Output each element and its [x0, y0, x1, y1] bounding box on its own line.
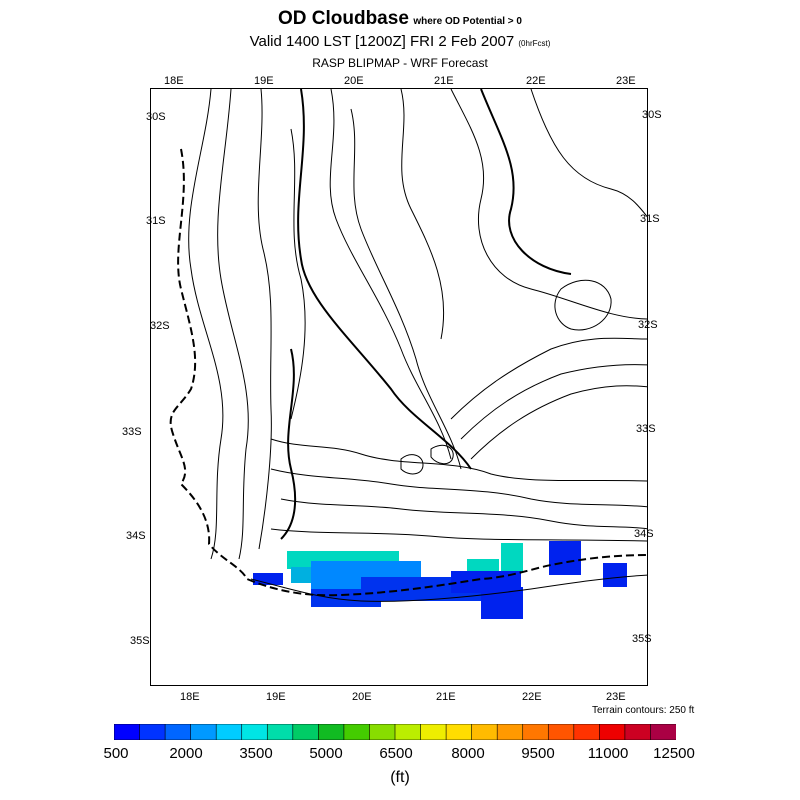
- colorbar-swatch: [114, 724, 141, 740]
- terrain-contour: [329, 89, 452, 460]
- colorbar-swatch: [547, 724, 575, 740]
- colorbar-swatch: [139, 724, 166, 740]
- left-lat-label: 30S: [146, 111, 166, 123]
- left-lat-label: 34S: [126, 530, 146, 542]
- colorbar-label: 6500: [379, 745, 413, 762]
- terrain-contours: [188, 89, 647, 602]
- terrain-contour: [280, 348, 297, 540]
- top-lon-label: 19E: [254, 75, 274, 87]
- colorbar-label: 8000: [451, 745, 485, 762]
- terrain-contour: [450, 337, 647, 420]
- forecast-tag: (0hrFcst): [518, 39, 551, 48]
- colorbar-swatch: [318, 724, 345, 740]
- colorbar-label: 500: [103, 745, 129, 762]
- cloudbase-cell: [603, 563, 627, 587]
- valid-time-line: Valid 1400 LST [1200Z] FRI 2 Feb 2007 (0…: [0, 33, 800, 50]
- colorbar-swatch: [292, 724, 319, 740]
- colorbar-swatch: [573, 724, 600, 740]
- right-lat-label: 34S: [634, 528, 654, 540]
- top-lon-label: 23E: [616, 75, 636, 87]
- terrain-contour: [297, 89, 472, 470]
- bottom-lon-label: 19E: [266, 691, 286, 703]
- terrain-contour: [290, 128, 306, 420]
- colorbar-swatch: [369, 724, 396, 740]
- colorbar-label: 3500: [239, 745, 273, 762]
- colorbar-swatch: [650, 724, 676, 740]
- chart-title: OD Cloudbase: [277, 8, 409, 29]
- colorbar-label: 11000: [587, 745, 629, 762]
- cloudbase-cell: [481, 587, 523, 619]
- right-lat-label: 33S: [636, 423, 656, 435]
- bottom-lon-label: 20E: [352, 691, 372, 703]
- cloudbase-cell: [501, 543, 523, 573]
- terrain-contour: [350, 108, 462, 470]
- colorbar-swatch: [266, 724, 294, 740]
- colorbar-unit: (ft): [390, 769, 410, 786]
- colorbar-swatch: [420, 724, 447, 740]
- right-lat-label: 35S: [632, 633, 652, 645]
- chart-title-line: OD Cloudbase where OD Potential > 0: [0, 8, 800, 30]
- colorbar-swatch: [343, 724, 371, 740]
- title-qualifier: where OD Potential > 0: [413, 16, 522, 27]
- terrain-contour: [217, 89, 249, 560]
- left-lat-label: 33S: [122, 426, 142, 438]
- colorbar-swatch: [496, 724, 524, 740]
- colorbar-swatch: [522, 724, 549, 740]
- valid-time: Valid 1400 LST [1200Z] FRI 2 Feb 2007: [249, 33, 515, 50]
- terrain-contour: [470, 385, 647, 460]
- left-lat-label: 31S: [146, 215, 166, 227]
- terrain-contour: [270, 438, 647, 482]
- cloudbase-cell: [311, 589, 381, 607]
- colorbar-swatch: [215, 724, 243, 740]
- colorbar-swatch: [471, 724, 498, 740]
- right-lat-label: 30S: [642, 109, 662, 121]
- terrain-contour: [480, 89, 572, 275]
- terrain-contour: [400, 89, 445, 340]
- right-lat-label: 31S: [640, 213, 660, 225]
- terrain-contour: [188, 89, 224, 560]
- colorbar-label: 9500: [521, 745, 555, 762]
- cloudbase-cell: [253, 573, 283, 585]
- top-lon-label: 22E: [526, 75, 546, 87]
- terrain-contour: [554, 279, 612, 331]
- terrain-contour: [400, 454, 424, 475]
- top-lon-label: 21E: [434, 75, 454, 87]
- colorbar-label: 12500: [653, 745, 695, 762]
- right-lat-label: 32S: [638, 319, 658, 331]
- cloudbase-cell: [549, 541, 581, 575]
- colorbar-swatch: [445, 724, 473, 740]
- bottom-lon-label: 22E: [522, 691, 542, 703]
- map-canvas: [169, 89, 647, 619]
- colorbar-swatch: [164, 724, 192, 740]
- terrain-contour: [270, 528, 647, 542]
- colorbar-swatch: [190, 724, 217, 740]
- terrain-contour: [270, 468, 647, 508]
- bottom-lon-label: 23E: [606, 691, 626, 703]
- colorbar-label: 5000: [309, 745, 343, 762]
- top-lon-label: 18E: [164, 75, 184, 87]
- cloudbase-cells: [253, 541, 627, 619]
- coastline: [169, 148, 647, 597]
- colorbar: [114, 724, 676, 740]
- map-panel: [150, 88, 648, 686]
- terrain-contour: [280, 498, 647, 530]
- bottom-lon-label: 21E: [436, 691, 456, 703]
- bottom-lon-label: 18E: [180, 691, 200, 703]
- model-name: RASP BLIPMAP - WRF Forecast: [312, 56, 488, 70]
- terrain-contour: [460, 364, 647, 440]
- terrain-contour: [450, 89, 647, 320]
- colorbar-swatch: [394, 724, 422, 740]
- terrain-contour: [257, 89, 272, 550]
- top-lon-label: 20E: [344, 75, 364, 87]
- terrain-contour: [430, 444, 454, 465]
- left-lat-label: 35S: [130, 635, 150, 647]
- colorbar-swatch: [624, 724, 652, 740]
- colorbar-label: 2000: [169, 745, 203, 762]
- terrain-note: Terrain contours: 250 ft: [592, 705, 695, 716]
- left-lat-label: 32S: [150, 320, 170, 332]
- colorbar-swatch: [241, 724, 268, 740]
- colorbar-swatch: [599, 724, 626, 740]
- terrain-contour: [530, 89, 647, 218]
